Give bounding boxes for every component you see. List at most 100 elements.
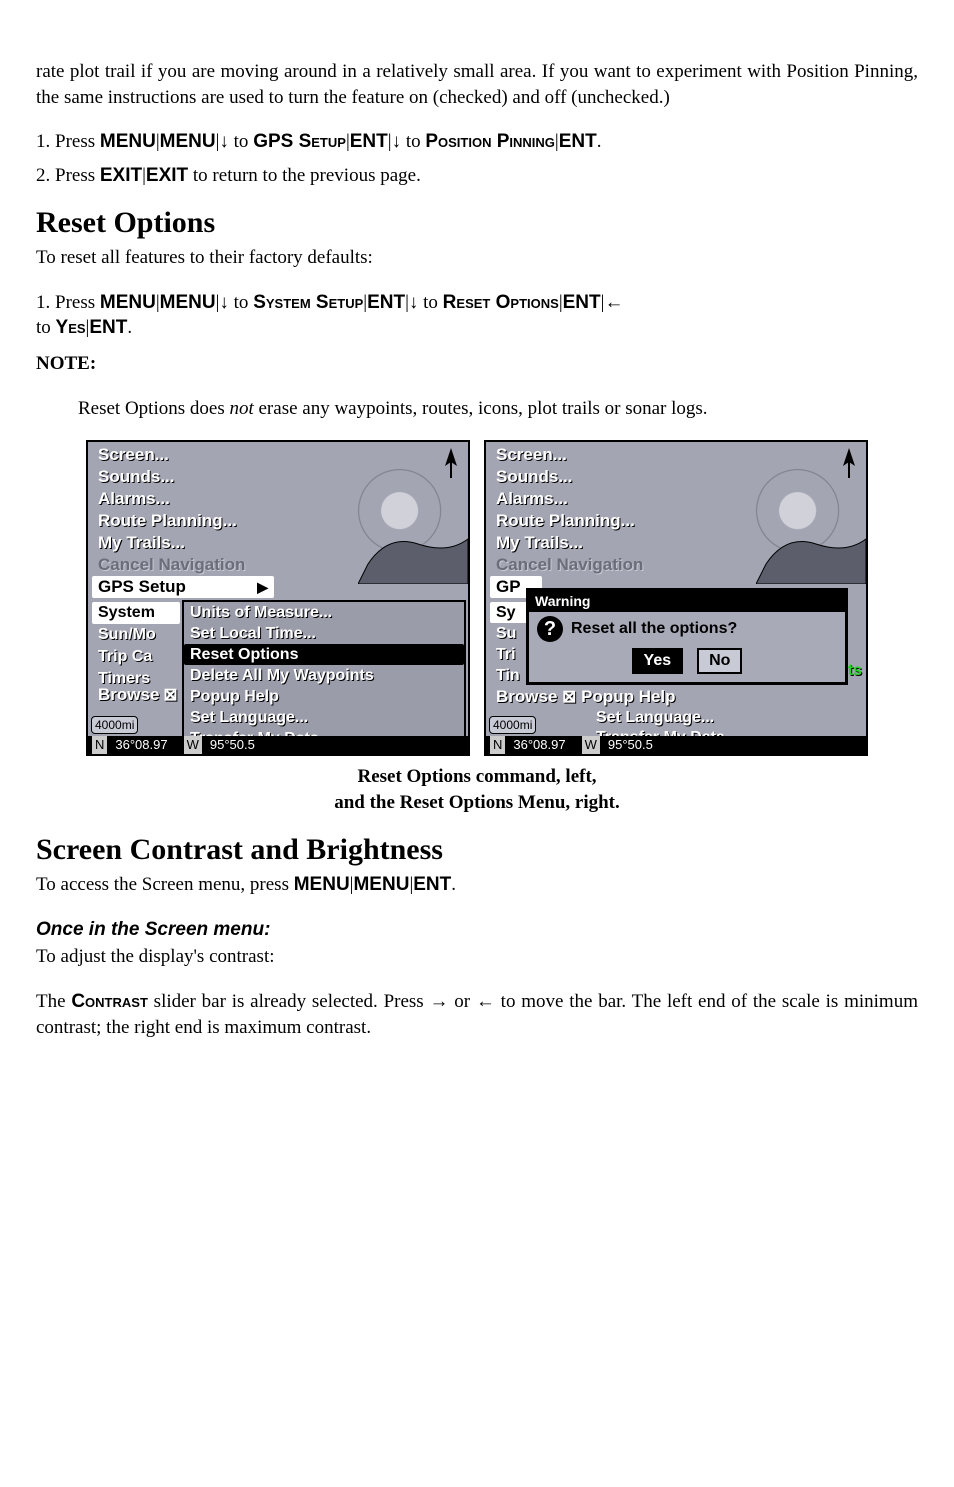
step2-suffix: to return to the previous page.: [188, 165, 421, 186]
r-menu-route[interactable]: Route Planning...: [490, 510, 750, 532]
fly-localtime[interactable]: Set Local Time...: [184, 623, 464, 644]
sa-period: .: [451, 874, 456, 895]
question-icon: ?: [537, 616, 563, 642]
step2-exit2: EXIT: [146, 165, 188, 186]
compass-icon-r: [838, 448, 860, 478]
no-button[interactable]: No: [697, 648, 742, 674]
right-scale: 4000mi: [489, 716, 536, 734]
compass-icon: [440, 448, 462, 478]
screen-contrast-heading: Screen Contrast and Brightness: [36, 830, 918, 871]
step1-period: .: [597, 131, 602, 152]
fly-set-language[interactable]: Set Language...: [184, 707, 464, 728]
step1: 1. Press MENU|MENU|↓ to GPS Setup|ENT|↓ …: [36, 129, 918, 155]
rs-to1: to: [229, 292, 253, 313]
right-status-bar: N 36°08.97 W 95°50.5: [486, 736, 866, 754]
menu-sounds[interactable]: Sounds...: [92, 466, 352, 488]
rs-m2: MENU: [160, 292, 216, 313]
rs-e3: ENT: [89, 317, 127, 338]
sa-m1: MENU: [294, 874, 350, 895]
rs-yes: Yes: [56, 317, 86, 338]
r-menu-sounds[interactable]: Sounds...: [490, 466, 750, 488]
cp-a: The: [36, 991, 71, 1012]
step1-target1: GPS Setup: [253, 131, 346, 152]
rs-d2: ↓: [409, 292, 419, 313]
left-status-bar: N 36°08.97 W 95°50.5: [88, 736, 468, 754]
right-clipped-col: Sy Su Tri Tin: [490, 602, 528, 686]
left-top-menu: Screen... Sounds... Alarms... Route Plan…: [92, 444, 352, 598]
right-screen: Screen... Sounds... Alarms... Route Plan…: [484, 440, 868, 756]
cp-word: Contrast: [71, 991, 148, 1012]
clip-su-label: Su: [490, 623, 528, 644]
step1-to2: to: [401, 131, 425, 152]
r-set-language[interactable]: Set Language...: [590, 708, 775, 728]
yes-button[interactable]: Yes: [632, 648, 684, 674]
figure-caption: Reset Options command, left, and the Res…: [36, 764, 918, 815]
r-status-w: W: [582, 736, 600, 754]
status-n: N: [92, 736, 107, 754]
sa-m2: MENU: [353, 874, 409, 895]
step1-ent2: ENT: [559, 131, 597, 152]
note-body: Reset Options does not erase any waypoin…: [78, 396, 918, 422]
left-scale: 4000mi: [91, 716, 138, 734]
menu-gps-setup-label: GPS Setup: [98, 576, 186, 598]
landmass-icon: [358, 524, 468, 584]
fly-delete-wpts[interactable]: Delete All My Waypoints: [184, 665, 464, 686]
subtab-system[interactable]: System: [92, 602, 180, 624]
menu-alarms[interactable]: Alarms...: [92, 488, 352, 510]
rs-left: ←: [604, 292, 623, 313]
submenu-arrow-icon: ▶: [257, 576, 268, 598]
dialog-question-row: ? Reset all the options?: [537, 616, 837, 642]
menu-screen[interactable]: Screen...: [92, 444, 352, 466]
r-status-n: N: [490, 736, 505, 754]
warning-dialog: Warning ? Reset all the options? Yes No: [526, 588, 848, 684]
note-a: Reset Options does: [78, 398, 229, 419]
rs-e1: ENT: [367, 292, 405, 313]
contrast-paragraph: The Contrast slider bar is already selec…: [36, 989, 918, 1040]
intro-paragraph: rate plot trail if you are moving around…: [36, 59, 918, 110]
menu-gps-setup[interactable]: GPS Setup ▶: [92, 576, 274, 598]
left-flyout: Units of Measure... Set Local Time... Re…: [182, 600, 466, 756]
note-label: NOTE:: [36, 351, 918, 377]
step1-menu1: MENU: [100, 131, 156, 152]
r-menu-screen[interactable]: Screen...: [490, 444, 750, 466]
rs-prefix: 1. Press: [36, 292, 100, 313]
browse-prefix: Browse: [98, 684, 159, 706]
rs-t2: Reset Options: [443, 292, 559, 313]
status-lon: 95°50.5: [210, 736, 255, 754]
rs-m1: MENU: [100, 292, 156, 313]
dialog-title: Warning: [529, 591, 845, 612]
left-screen: Screen... Sounds... Alarms... Route Plan…: [86, 440, 470, 756]
status-lat: 36°08.97: [115, 736, 167, 754]
rs-to2: to: [418, 292, 442, 313]
r-browse-line[interactable]: Browse ⊠ Popup Help: [490, 686, 682, 708]
subtab-tripcalc[interactable]: Trip Ca: [92, 646, 180, 668]
caption-line2: and the Reset Options Menu, right.: [334, 792, 620, 813]
dialog-buttons: Yes No: [537, 648, 837, 674]
menu-route[interactable]: Route Planning...: [92, 510, 352, 532]
caption-line1: Reset Options command, left,: [357, 766, 596, 787]
subtab-sunmoon[interactable]: Sun/Mo: [92, 624, 180, 646]
step2: 2. Press EXIT|EXIT to return to the prev…: [36, 163, 918, 189]
sa-prefix: To access the Screen menu, press: [36, 874, 294, 895]
dialog-question: Reset all the options?: [571, 618, 737, 640]
sa-ent: ENT: [413, 874, 451, 895]
reset-options-heading: Reset Options: [36, 203, 918, 244]
menu-trails[interactable]: My Trails...: [92, 532, 352, 554]
r-menu-trails[interactable]: My Trails...: [490, 532, 750, 554]
cp-b: slider bar is already selected. Press → …: [36, 991, 918, 1038]
landmass-icon-r: [756, 524, 866, 584]
step1-target2: Position Pinning: [425, 131, 555, 152]
browse-line[interactable]: Browse ⊠: [92, 684, 184, 706]
r-menu-alarms[interactable]: Alarms...: [490, 488, 750, 510]
adjust-contrast-line: To adjust the display's contrast:: [36, 944, 918, 970]
step1-ent1: ENT: [350, 131, 388, 152]
right-top-menu: Screen... Sounds... Alarms... Route Plan…: [490, 444, 750, 598]
reset-intro: To reset all features to their factory d…: [36, 245, 918, 271]
fly-units[interactable]: Units of Measure...: [184, 602, 464, 623]
rs-t1: System Setup: [253, 292, 363, 313]
step1-down1: ↓: [219, 131, 229, 152]
status-w: W: [184, 736, 202, 754]
clip-tin-label: Tin: [490, 665, 528, 686]
fly-reset-options[interactable]: Reset Options: [184, 644, 464, 665]
fly-popup-help[interactable]: Popup Help: [184, 686, 464, 707]
